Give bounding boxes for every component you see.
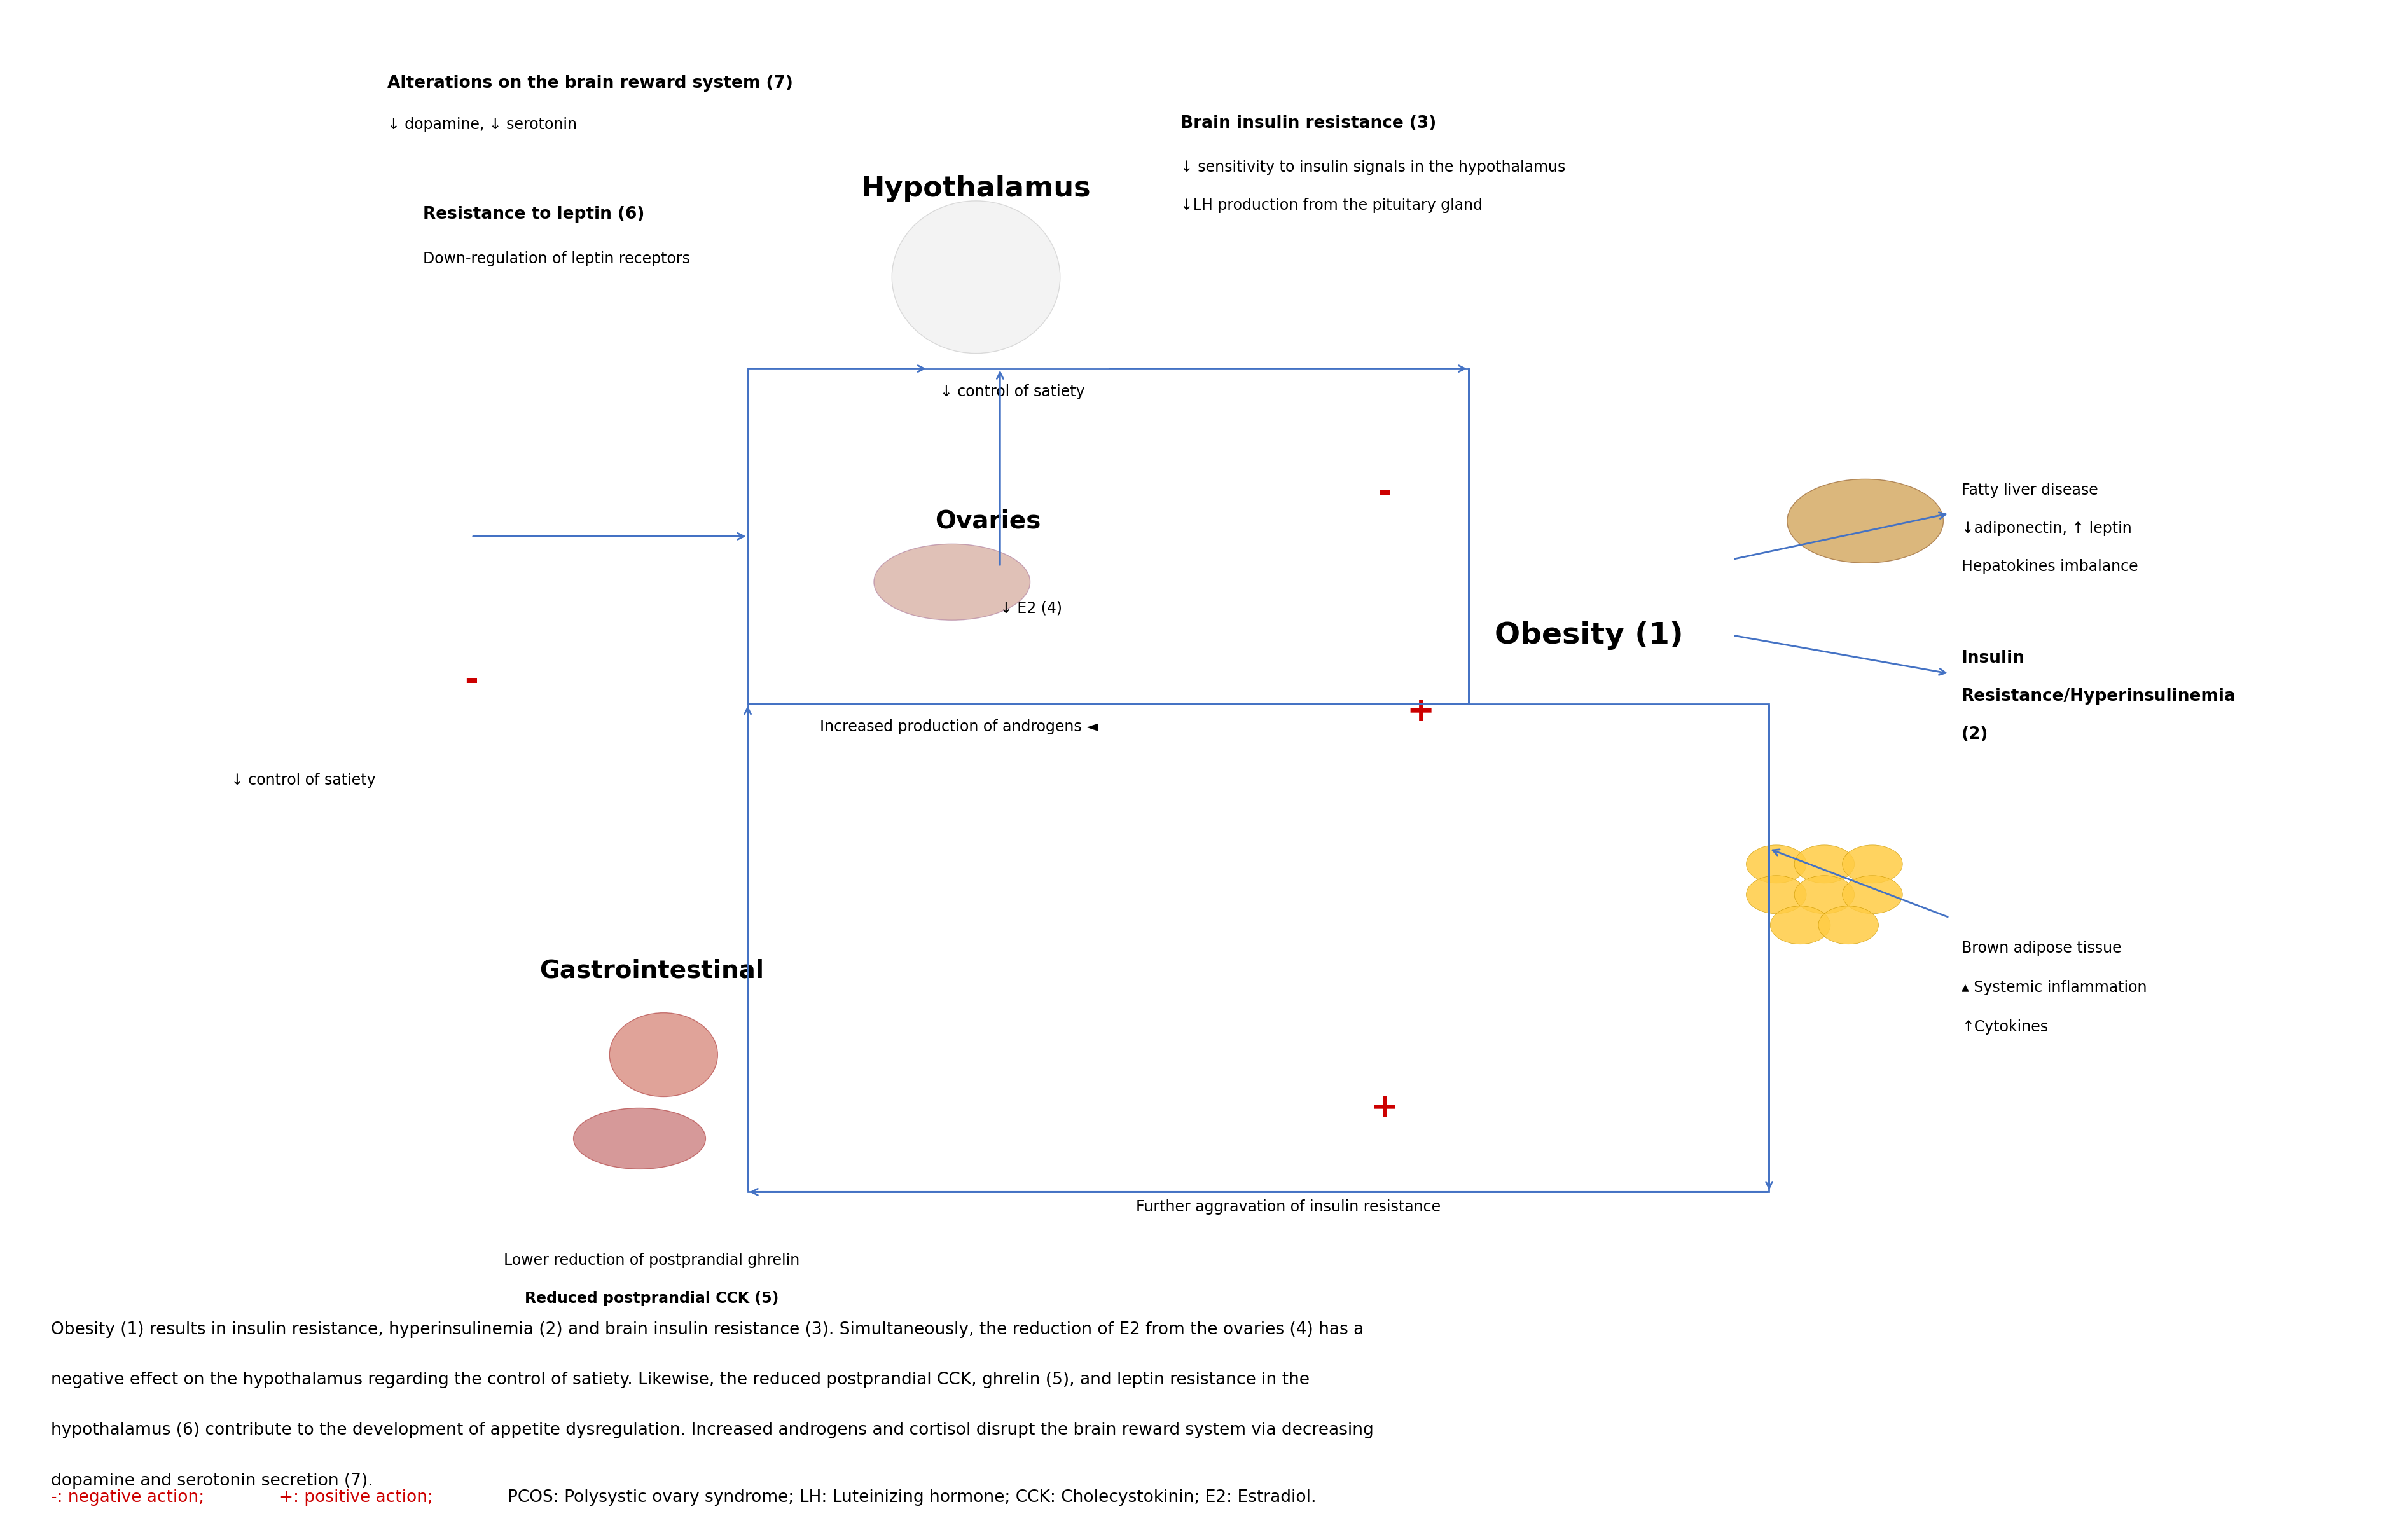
Text: Resistance/Hyperinsulinemia: Resistance/Hyperinsulinemia <box>1960 689 2235 705</box>
Ellipse shape <box>1746 875 1806 913</box>
Text: Insulin: Insulin <box>1960 650 2025 667</box>
Ellipse shape <box>1842 875 1902 913</box>
Text: ↓ control of satiety: ↓ control of satiety <box>231 773 376 788</box>
Text: Further aggravation of insulin resistance: Further aggravation of insulin resistanc… <box>1137 1200 1440 1215</box>
Text: negative effect on the hypothalamus regarding the control of satiety. Likewise, : negative effect on the hypothalamus rega… <box>51 1372 1310 1388</box>
Text: Brain insulin resistance (3): Brain insulin resistance (3) <box>1180 115 1435 132</box>
Text: Reduced postprandial CCK (5): Reduced postprandial CCK (5) <box>525 1291 778 1307</box>
Ellipse shape <box>609 1013 718 1097</box>
Text: +: + <box>1370 1091 1399 1125</box>
Text: Down-regulation of leptin receptors: Down-regulation of leptin receptors <box>424 251 691 266</box>
Bar <box>746 369 1469 704</box>
Ellipse shape <box>1794 845 1854 883</box>
Text: Increased production of androgens ◄: Increased production of androgens ◄ <box>819 719 1098 734</box>
Text: Brown adipose tissue: Brown adipose tissue <box>1960 941 2121 956</box>
Text: PCOS: Polysystic ovary syndrome; LH: Luteinizing hormone; CCK: Cholecystokinin; : PCOS: Polysystic ovary syndrome; LH: Lut… <box>508 1489 1315 1506</box>
Text: ↓ control of satiety: ↓ control of satiety <box>939 384 1084 399</box>
Text: Hypothalamus: Hypothalamus <box>860 174 1091 202</box>
Text: +: positive action;: +: positive action; <box>279 1489 438 1506</box>
Text: Obesity (1): Obesity (1) <box>1495 621 1683 650</box>
Text: -: negative action;: -: negative action; <box>51 1489 209 1506</box>
Ellipse shape <box>1746 845 1806 883</box>
Text: ↓adiponectin, ↑ leptin: ↓adiponectin, ↑ leptin <box>1960 522 2131 537</box>
Ellipse shape <box>1818 906 1878 944</box>
Text: Lower reduction of postprandial ghrelin: Lower reduction of postprandial ghrelin <box>503 1253 799 1268</box>
Ellipse shape <box>1842 845 1902 883</box>
Ellipse shape <box>573 1108 706 1169</box>
Text: Ovaries: Ovaries <box>934 509 1040 532</box>
Text: Alterations on the brain reward system (7): Alterations on the brain reward system (… <box>388 75 792 92</box>
Text: (2): (2) <box>1960 727 1987 742</box>
Ellipse shape <box>1787 479 1943 563</box>
Ellipse shape <box>891 200 1060 353</box>
Text: Gastrointestinal: Gastrointestinal <box>539 959 763 982</box>
Text: dopamine and serotonin secretion (7).: dopamine and serotonin secretion (7). <box>51 1472 373 1489</box>
Text: hypothalamus (6) contribute to the development of appetite dysregulation. Increa: hypothalamus (6) contribute to the devel… <box>51 1423 1373 1438</box>
Ellipse shape <box>1794 875 1854 913</box>
Ellipse shape <box>1770 906 1830 944</box>
Text: ↑Cytokines: ↑Cytokines <box>1960 1019 2047 1034</box>
Text: ▴ Systemic inflammation: ▴ Systemic inflammation <box>1960 981 2146 995</box>
Text: Resistance to leptin (6): Resistance to leptin (6) <box>424 207 645 223</box>
Text: ↓ E2 (4): ↓ E2 (4) <box>999 600 1062 615</box>
Text: Hepatokines imbalance: Hepatokines imbalance <box>1960 558 2138 574</box>
Text: +: + <box>1406 695 1435 728</box>
Text: ↓ sensitivity to insulin signals in the hypothalamus: ↓ sensitivity to insulin signals in the … <box>1180 159 1565 174</box>
Text: -: - <box>1377 477 1392 509</box>
Text: Obesity (1) results in insulin resistance, hyperinsulinemia (2) and brain insuli: Obesity (1) results in insulin resistanc… <box>51 1322 1363 1339</box>
Bar <box>746 704 1767 1192</box>
Ellipse shape <box>874 545 1031 620</box>
Text: -: - <box>465 664 479 698</box>
Text: Fatty liver disease: Fatty liver disease <box>1960 483 2097 499</box>
Text: ↓LH production from the pituitary gland: ↓LH production from the pituitary gland <box>1180 197 1481 213</box>
Text: ↓ dopamine, ↓ serotonin: ↓ dopamine, ↓ serotonin <box>388 116 576 132</box>
